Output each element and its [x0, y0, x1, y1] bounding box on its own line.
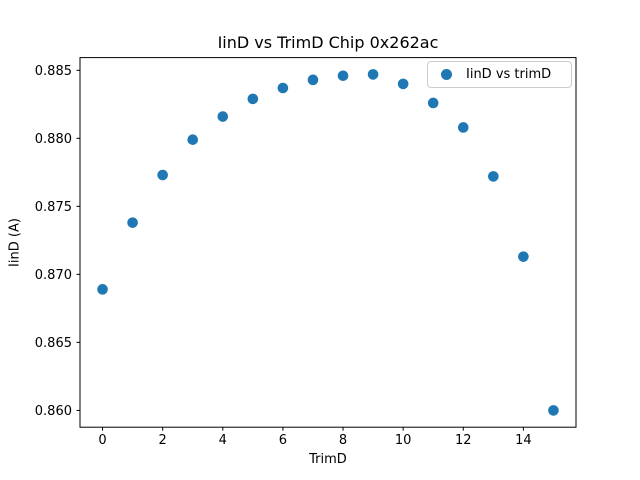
data-point: [457, 122, 469, 133]
data-point: [127, 217, 138, 228]
x-tick-label: 12: [455, 433, 472, 448]
data-point: [217, 111, 229, 122]
y-tick-label: 0.885: [35, 64, 72, 79]
data-point: [488, 171, 499, 182]
x-axis-label: TrimD: [309, 452, 347, 467]
x-tick-label: 14: [515, 433, 532, 448]
data-point: [548, 405, 559, 416]
x-tick-label: 0: [98, 433, 106, 448]
y-tick-label: 0.865: [35, 336, 72, 351]
data-point: [367, 69, 379, 80]
data-point: [427, 97, 439, 109]
data-point: [518, 251, 529, 262]
legend-marker-icon: [441, 69, 452, 80]
data-point: [337, 70, 349, 82]
x-tick-label: 4: [219, 433, 227, 448]
y-tick-label: 0.875: [35, 200, 72, 215]
chart-title: IinD vs TrimD Chip 0x262ac: [217, 33, 439, 52]
x-tick-label: 10: [395, 433, 412, 448]
legend-label: IinD vs trimD: [466, 67, 552, 82]
data-point: [277, 82, 289, 94]
data-point: [307, 74, 319, 86]
plot-border: [79, 57, 577, 428]
x-tick-label: 8: [339, 433, 347, 448]
legend: IinD vs trimD: [427, 61, 572, 88]
data-point: [97, 284, 108, 295]
y-tick-label: 0.870: [35, 268, 72, 283]
y-tick-label: 0.860: [35, 404, 72, 419]
y-tick-label: 0.880: [35, 132, 72, 147]
data-point: [187, 134, 199, 145]
data-point: [247, 93, 259, 105]
x-tick-label: 6: [279, 433, 287, 448]
data-point: [157, 169, 168, 181]
y-axis-label: IinD (A): [7, 218, 23, 267]
x-tick-label: 2: [159, 433, 167, 448]
data-point: [397, 78, 409, 90]
